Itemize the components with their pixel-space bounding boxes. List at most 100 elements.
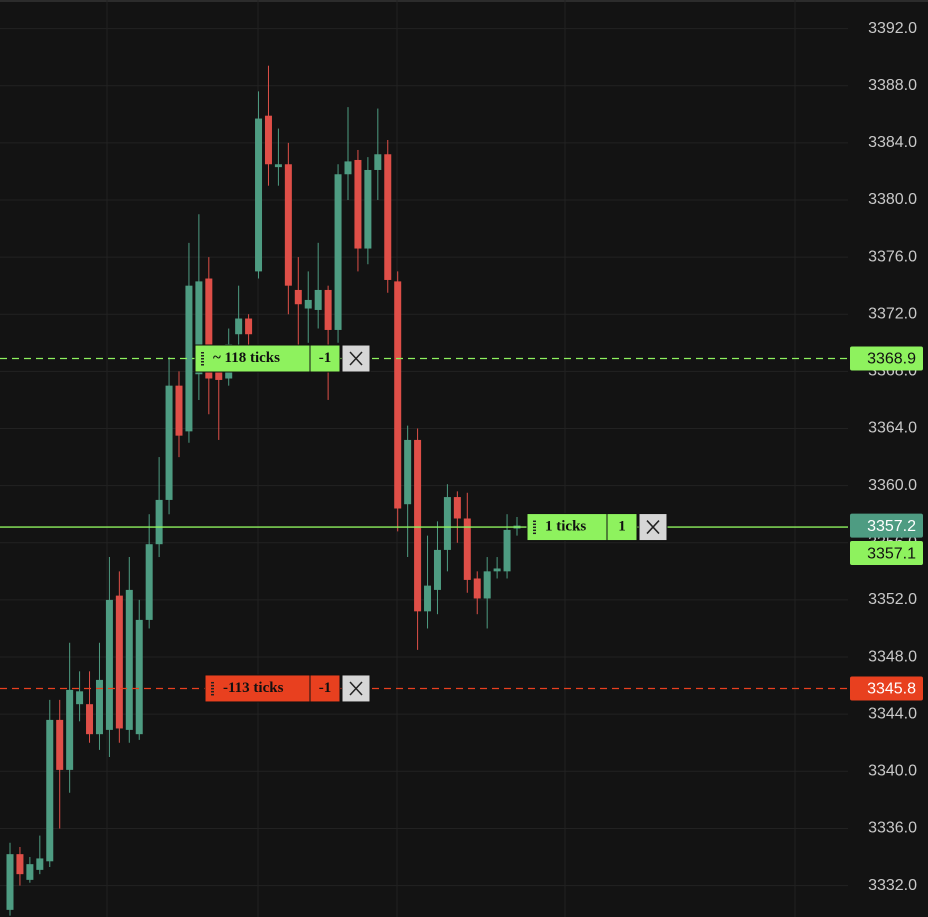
candle-body bbox=[185, 285, 193, 432]
drag-handle bbox=[201, 358, 204, 360]
candle-body bbox=[443, 497, 451, 550]
candle-body bbox=[135, 619, 143, 735]
candle-body bbox=[215, 365, 223, 380]
y-tick-label: 3372.0 bbox=[868, 305, 917, 322]
candle-body bbox=[66, 689, 74, 770]
price-tag-label: 3357.1 bbox=[867, 545, 916, 562]
y-tick-label: 3360.0 bbox=[868, 477, 917, 494]
y-tick-label: 3336.0 bbox=[868, 820, 917, 837]
order-qty-label: -1 bbox=[319, 350, 332, 366]
cancel-icon bbox=[349, 681, 363, 696]
candle-body bbox=[95, 679, 103, 735]
order-ticks-label: 1 ticks bbox=[545, 518, 586, 534]
order-tag: ~ 118 ticks -1 bbox=[194, 344, 371, 373]
candle-body bbox=[404, 439, 412, 505]
candle-body bbox=[424, 585, 432, 612]
candle-body bbox=[175, 385, 183, 436]
drag-handle bbox=[211, 681, 214, 684]
drag-handle bbox=[201, 361, 204, 363]
y-tick-label: 3364.0 bbox=[868, 420, 917, 437]
order-ticks-box bbox=[204, 674, 311, 703]
candle-body bbox=[205, 278, 213, 379]
price-tag bbox=[850, 346, 923, 371]
candle-body bbox=[463, 518, 471, 580]
order-qty-label: -1 bbox=[319, 680, 332, 696]
candle-body bbox=[354, 159, 362, 249]
price-tag bbox=[850, 513, 923, 538]
candle-body bbox=[165, 385, 173, 500]
order-tag: 1 ticks 1 bbox=[526, 513, 668, 542]
y-tick-label: 3384.0 bbox=[868, 134, 917, 151]
order-qty-box bbox=[309, 344, 341, 373]
drag-handle bbox=[533, 523, 536, 526]
price-tag-label: 3345.8 bbox=[867, 681, 916, 698]
candle-body bbox=[433, 549, 441, 590]
candle-body bbox=[414, 439, 422, 612]
candle-body bbox=[56, 719, 64, 770]
candle-body bbox=[125, 589, 133, 730]
order-qty-label: 1 bbox=[618, 518, 626, 534]
y-tick-label: 3388.0 bbox=[868, 77, 917, 94]
y-tick-label: 3340.0 bbox=[868, 763, 917, 780]
candle-body bbox=[394, 281, 402, 509]
y-tick-label: 3332.0 bbox=[868, 877, 917, 894]
candle-body bbox=[26, 864, 34, 880]
drag-handle bbox=[533, 520, 536, 523]
candle-body bbox=[483, 571, 491, 599]
price-tag bbox=[850, 541, 923, 566]
order-tag: -113 ticks -1 bbox=[204, 674, 371, 703]
order-qty-box bbox=[606, 513, 638, 542]
drag-handle bbox=[533, 529, 536, 532]
order-qty-box bbox=[309, 674, 341, 703]
candle-body bbox=[384, 154, 392, 280]
price-tag bbox=[850, 676, 923, 701]
candle-body bbox=[364, 169, 372, 249]
candle-body bbox=[105, 599, 113, 730]
drag-handle bbox=[201, 355, 204, 357]
candle-body bbox=[245, 318, 253, 335]
drag-handle bbox=[211, 690, 214, 693]
order-ticks-box bbox=[526, 513, 608, 542]
cancel-icon bbox=[349, 351, 363, 366]
drag-handle bbox=[533, 526, 536, 529]
candle-body bbox=[274, 164, 282, 168]
candle-body bbox=[115, 595, 123, 729]
candle-body bbox=[155, 499, 163, 545]
drag-handle bbox=[533, 532, 536, 535]
candle-body bbox=[374, 154, 382, 170]
cancel-icon bbox=[646, 520, 660, 535]
drag-handle bbox=[211, 693, 214, 696]
candle-body bbox=[324, 289, 332, 330]
candle-body bbox=[453, 497, 461, 519]
candle-body bbox=[304, 299, 312, 309]
candle-body bbox=[76, 691, 84, 705]
y-tick-label: 3376.0 bbox=[868, 248, 917, 265]
price-tag-label: 3368.9 bbox=[867, 351, 916, 368]
candle-body bbox=[195, 281, 203, 375]
candle-body bbox=[334, 174, 342, 330]
candle-body bbox=[36, 858, 44, 870]
drag-handle bbox=[211, 687, 214, 690]
candle-body bbox=[314, 289, 322, 310]
y-tick-label: 3352.0 bbox=[868, 591, 917, 608]
order-ticks-label: ~ 118 ticks bbox=[213, 350, 280, 366]
candle-body bbox=[493, 568, 501, 572]
price-tag-label: 3357.2 bbox=[867, 518, 916, 535]
y-tick-label: 3392.0 bbox=[868, 20, 917, 37]
candle-body bbox=[473, 578, 481, 599]
drag-handle bbox=[201, 364, 204, 366]
y-tick-label: 3348.0 bbox=[868, 648, 917, 665]
candle-body bbox=[344, 161, 352, 175]
order-ticks-label: -113 ticks bbox=[223, 680, 284, 696]
candle-body bbox=[235, 318, 243, 335]
candle-body bbox=[255, 118, 263, 272]
candle-body bbox=[46, 719, 54, 862]
candle-body bbox=[6, 854, 14, 910]
y-tick-label: 3344.0 bbox=[868, 705, 917, 722]
drag-handle bbox=[211, 684, 214, 687]
candle-body bbox=[284, 164, 292, 286]
candle-body bbox=[503, 529, 511, 572]
candle-body bbox=[16, 854, 24, 875]
